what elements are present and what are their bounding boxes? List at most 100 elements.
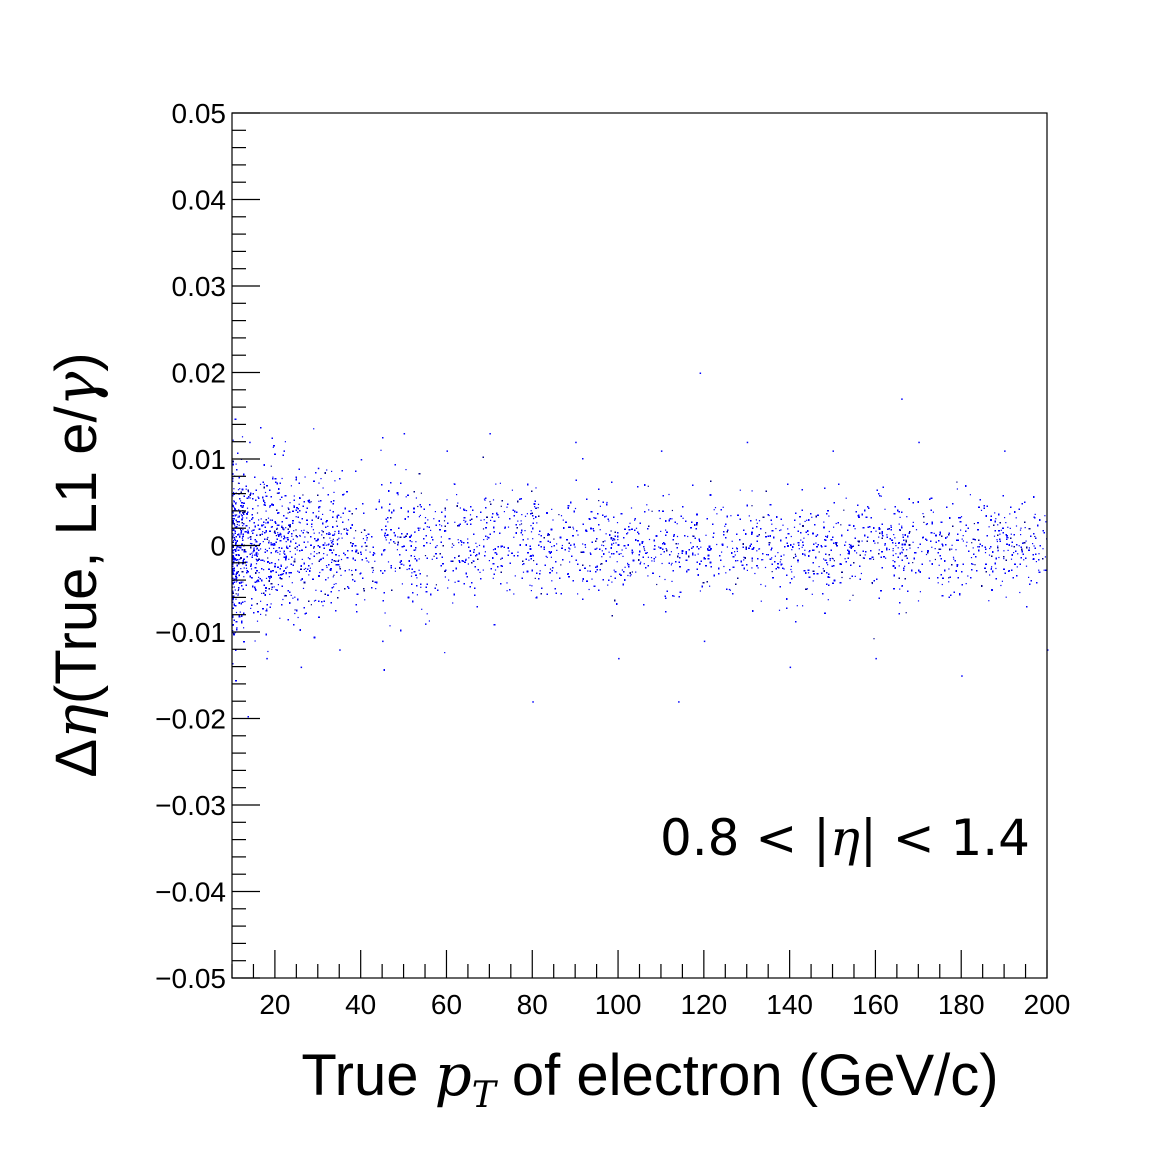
scatter-point (441, 525, 442, 526)
scatter-point (258, 577, 259, 578)
scatter-point (263, 569, 264, 570)
scatter-point (725, 572, 726, 573)
scatter-point (574, 547, 575, 548)
scatter-point (434, 556, 435, 557)
scatter-point (333, 576, 334, 577)
scatter-point (660, 518, 661, 519)
scatter-point (953, 559, 954, 560)
scatter-point (730, 515, 731, 516)
scatter-point (644, 548, 645, 549)
scatter-point (672, 510, 673, 511)
scatter-point (974, 564, 975, 565)
scatter-point (1044, 570, 1045, 571)
scatter-point (886, 534, 887, 535)
scatter-point (236, 514, 237, 515)
scatter-point (737, 560, 738, 561)
scatter-point (512, 490, 513, 491)
scatter-point (233, 599, 234, 600)
scatter-point (419, 558, 420, 559)
scatter-point (296, 516, 297, 517)
scatter-point (794, 576, 795, 577)
scatter-point (951, 549, 952, 550)
scatter-point (899, 589, 900, 590)
scatter-point (235, 540, 236, 541)
scatter-point (267, 557, 268, 558)
scatter-point (238, 590, 239, 591)
scatter-point (656, 584, 657, 585)
scatter-point (420, 587, 421, 588)
scatter-point (961, 516, 962, 517)
scatter-point (671, 563, 672, 564)
scatter-point (874, 543, 875, 544)
scatter-point (632, 553, 633, 554)
scatter-point (279, 554, 280, 555)
scatter-point (709, 586, 710, 587)
scatter-point (366, 539, 367, 540)
scatter-point (490, 520, 491, 521)
scatter-point (846, 498, 847, 499)
scatter-point (250, 543, 251, 544)
scatter-point (617, 522, 618, 523)
scatter-point (893, 534, 894, 535)
scatter-point (532, 538, 533, 539)
scatter-point (259, 572, 260, 573)
scatter-point (305, 568, 306, 569)
scatter-point (749, 515, 750, 516)
scatter-point (754, 573, 755, 574)
scatter-point (577, 593, 578, 594)
scatter-point (333, 539, 334, 540)
scatter-point (668, 494, 669, 495)
scatter-point (364, 599, 365, 600)
scatter-point (261, 518, 262, 519)
scatter-point (416, 577, 417, 578)
scatter-point (849, 600, 850, 601)
scatter-point (379, 499, 380, 500)
scatter-point (683, 518, 684, 519)
scatter-point (873, 559, 874, 560)
scatter-point (239, 488, 240, 489)
scatter-point (421, 493, 422, 494)
scatter-point (374, 561, 375, 562)
scatter-point (457, 503, 458, 504)
scatter-point (313, 548, 314, 549)
scatter-point (269, 548, 270, 549)
scatter-point (530, 525, 531, 526)
scatter-point (797, 605, 798, 606)
scatter-point (437, 545, 438, 546)
scatter-point (302, 494, 303, 495)
scatter-point (329, 532, 330, 533)
scatter-point (615, 542, 616, 543)
scatter-point (934, 533, 935, 534)
scatter-point (274, 586, 275, 587)
scatter-point (551, 546, 552, 547)
scatter-point (953, 557, 954, 558)
scatter-point (800, 540, 801, 541)
scatter-point (890, 525, 891, 526)
scatter-point (495, 484, 496, 485)
scatter-point (1020, 528, 1021, 529)
scatter-point (779, 530, 780, 531)
scatter-point (563, 520, 564, 521)
scatter-point (751, 567, 752, 568)
scatter-point (294, 505, 295, 506)
scatter-point (247, 508, 248, 509)
scatter-point (665, 530, 666, 531)
scatter-point (270, 520, 271, 521)
scatter-point (419, 516, 420, 517)
scatter-point (405, 469, 406, 470)
scatter-point (340, 517, 341, 518)
scatter-point (587, 570, 588, 571)
scatter-point (674, 596, 675, 597)
scatter-point (962, 539, 963, 540)
scatter-point (1004, 517, 1005, 518)
scatter-point (287, 566, 288, 567)
scatter-point (234, 525, 235, 526)
scatter-point (470, 514, 471, 515)
scatter-point (493, 499, 494, 500)
scatter-point (234, 507, 235, 508)
scatter-point (444, 652, 445, 653)
scatter-point (527, 513, 528, 514)
scatter-point (277, 552, 278, 553)
scatter-point (999, 534, 1000, 535)
scatter-point (893, 560, 894, 561)
